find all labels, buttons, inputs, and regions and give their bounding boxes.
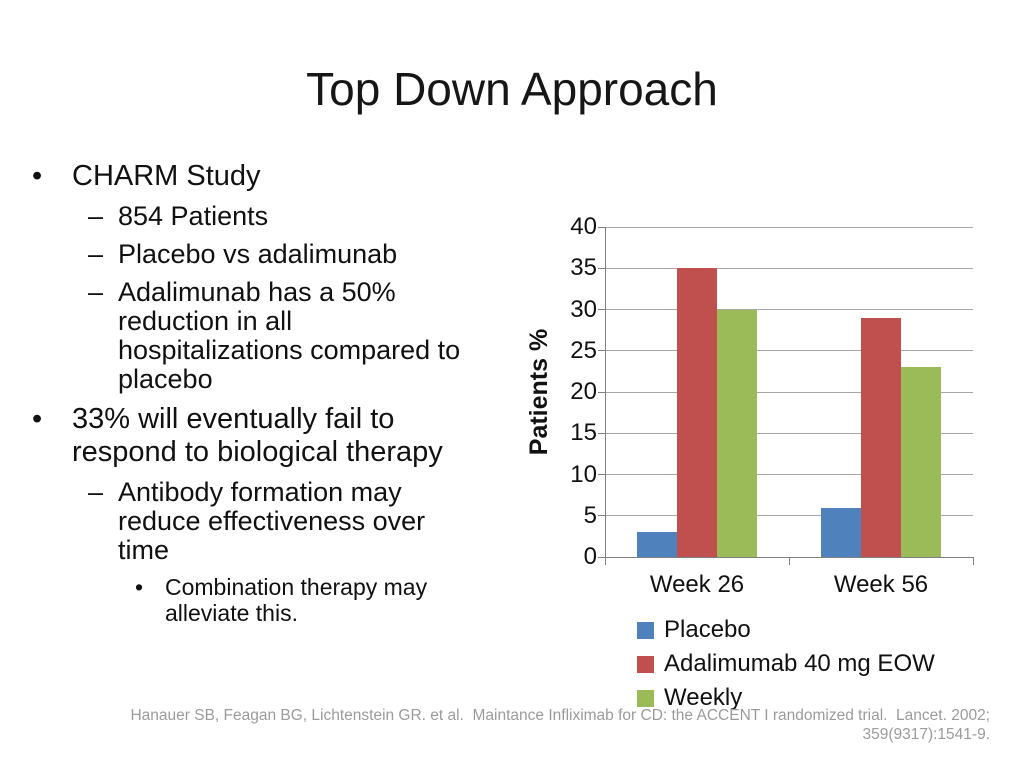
legend-swatch — [637, 655, 654, 673]
y-axis-line — [605, 227, 606, 558]
y-tick-label: 15 — [570, 419, 597, 447]
legend-label: Weekly — [664, 684, 743, 711]
x-axis-tick — [605, 557, 606, 565]
y-axis-tick — [598, 226, 606, 228]
bullet-item-level-3: • Combination therapy may alleviate this. — [30, 574, 530, 626]
y-tick-label: 40 — [570, 213, 597, 240]
slide-title: Top Down Approach — [306, 63, 718, 115]
y-axis-tick — [598, 391, 606, 393]
gridline — [605, 391, 973, 393]
y-axis-tick — [598, 267, 606, 269]
bullet-marker: • — [32, 403, 43, 435]
y-tick-label: 35 — [570, 254, 597, 282]
gridline — [605, 226, 973, 228]
bullet-marker: • — [32, 160, 43, 192]
gridline — [605, 515, 973, 517]
y-axis-tick — [598, 432, 606, 434]
bullet-marker: • — [135, 574, 144, 600]
gridline — [605, 309, 973, 310]
bullet-text: 854 Patients — [118, 201, 269, 231]
x-category-label: Week 26 — [649, 571, 745, 598]
y-tick-label: 0 — [583, 543, 597, 570]
legend-label: Placebo — [664, 616, 751, 643]
legend-swatch — [637, 689, 654, 707]
bullet-text: Placebo vs adalimunab — [118, 239, 398, 269]
y-axis-tick — [598, 556, 606, 558]
bullet-text: 33% will eventually fail to respond to b… — [72, 403, 443, 468]
bullet-item-level-2: –854 Patients — [30, 202, 530, 231]
bullet-list: • CHARM Study –854 Patients – Placebo vs ada… — [30, 160, 530, 635]
bullet-marker: – — [88, 201, 104, 231]
gridline — [605, 267, 973, 269]
bullet-item-level-1: • CHARM Study — [30, 160, 530, 193]
y-tick-label: 30 — [570, 295, 597, 323]
y-tick-label: 20 — [570, 378, 597, 405]
gridline — [605, 350, 973, 352]
x-category-label: Week 56 — [833, 571, 929, 598]
bullet-text: Combination therapy may alleviate this. — [165, 574, 428, 626]
chart-legend: Placebo Adalimumab 40 mg EOW Weekly — [637, 618, 935, 720]
legend-item: Placebo — [637, 618, 935, 642]
bullet-item-level-2: – Adalimunab has a 50% reduction in all h… — [30, 278, 530, 394]
bar-adalimumab-40-mg-eow-week-56 — [861, 317, 901, 557]
bar-placebo-week-26 — [637, 532, 677, 557]
legend-label: Adalimumab 40 mg EOW — [664, 650, 935, 677]
bar-chart: Patients % 0 5 10 15 20 25 30 35 40 Week 26 Week 5… — [525, 195, 1003, 710]
bullet-item-level-1: • 33% will eventually fail to respond to … — [30, 403, 530, 469]
bar-placebo-week-56 — [821, 507, 861, 557]
bullet-item-level-2: – Antibody formation may reduce effective… — [30, 478, 530, 565]
y-axis-tick — [598, 515, 606, 517]
y-axis-tick — [598, 474, 606, 475]
x-axis-tick — [789, 557, 790, 565]
bar-weekly-week-56 — [901, 367, 941, 557]
gridline — [605, 432, 973, 434]
bullet-text: Adalimunab has a 50% reduction in all ho… — [118, 277, 461, 394]
y-axis-tick — [598, 309, 606, 310]
bullet-marker: – — [88, 239, 104, 269]
bullet-marker: – — [88, 277, 104, 307]
y-tick-label: 10 — [570, 460, 597, 488]
y-tick-label: 5 — [583, 501, 597, 529]
legend-swatch — [637, 621, 654, 639]
legend-item: Adalimumab 40 mg EOW — [637, 652, 935, 676]
y-tick-label: 25 — [570, 336, 597, 364]
citation-text: Hanauer SB, Feagan BG, Lichtenstein GR. … — [130, 707, 990, 744]
bullet-marker: – — [88, 477, 104, 507]
y-axis-tick — [598, 350, 606, 352]
gridline — [605, 474, 973, 475]
bullet-text: CHARM Study — [72, 160, 261, 192]
bar-weekly-week-26 — [717, 309, 757, 557]
bullet-item-level-2: – Placebo vs adalimunab — [30, 240, 530, 269]
bar-adalimumab-40-mg-eow-week-26 — [677, 268, 717, 557]
x-axis-tick — [973, 557, 974, 565]
legend-item: Weekly — [637, 686, 935, 710]
bullet-text: Antibody formation may reduce effectiven… — [118, 477, 426, 565]
